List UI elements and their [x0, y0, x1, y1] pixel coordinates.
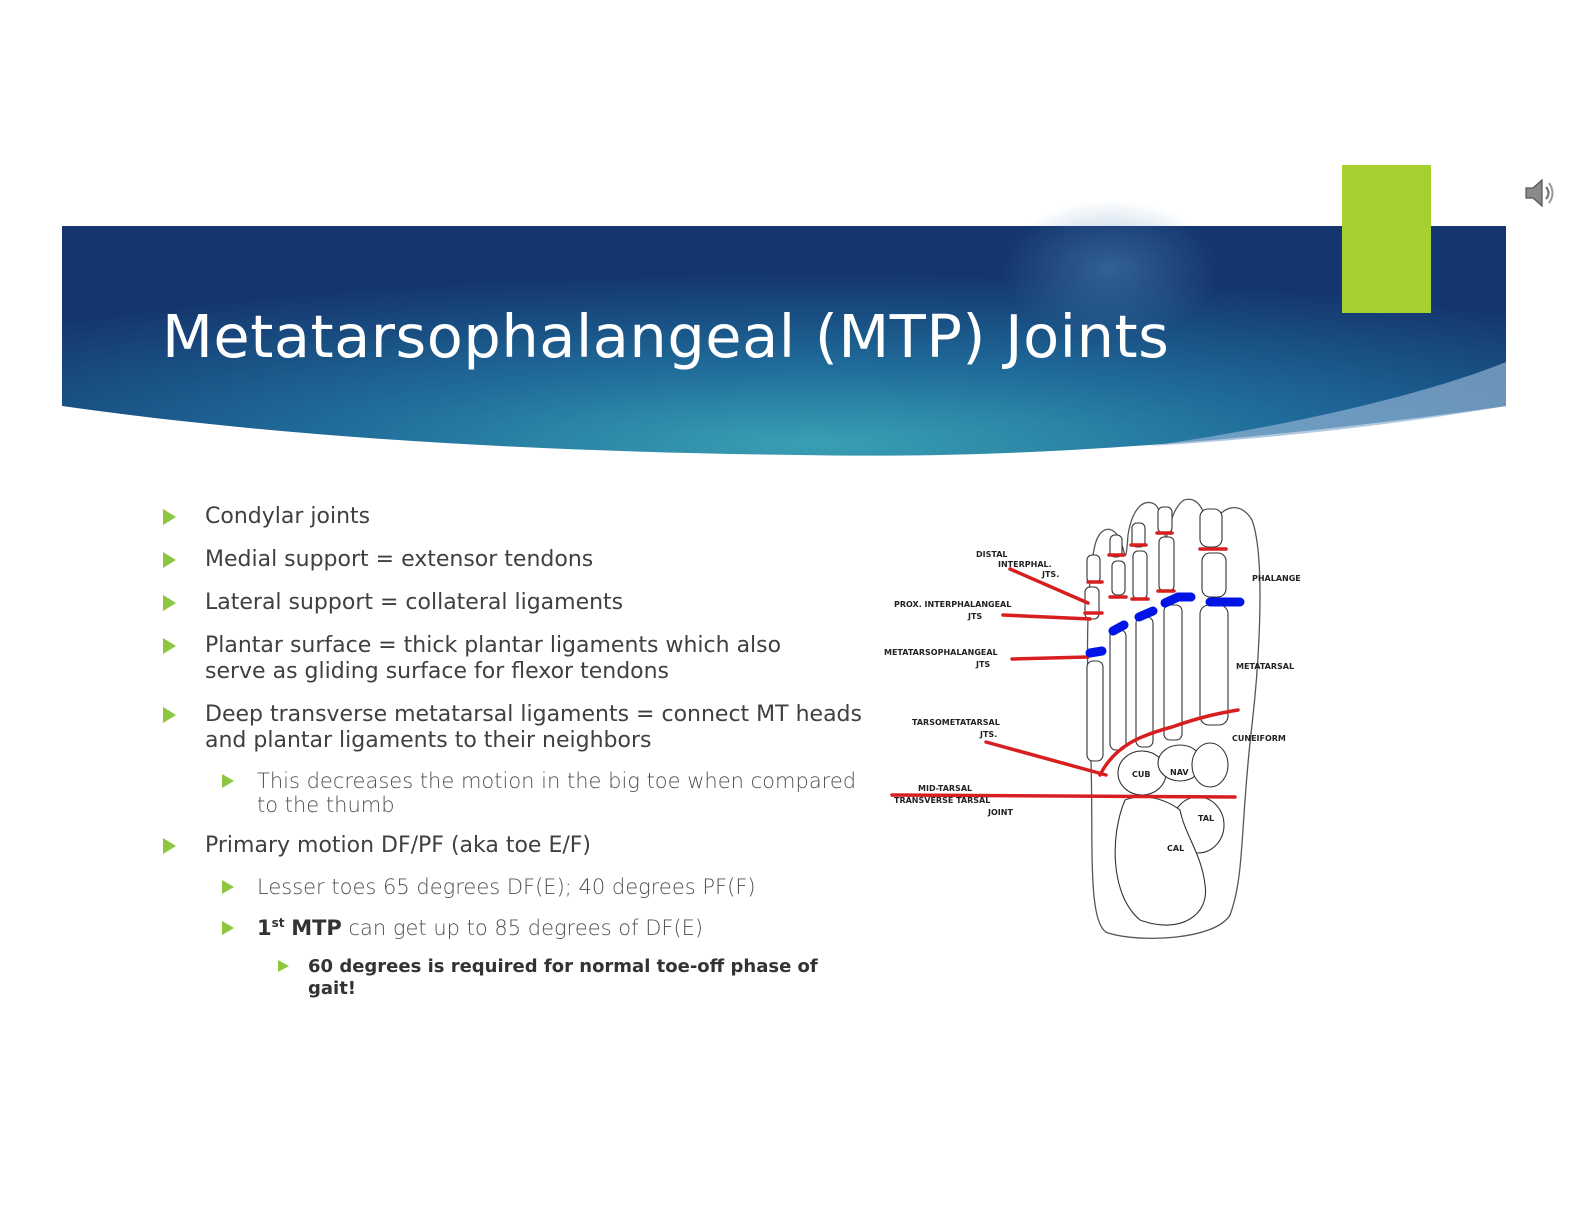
figure-label: JTS. — [1041, 570, 1059, 579]
figure-label: DISTAL — [976, 550, 1008, 559]
figure-label: TAL — [1198, 814, 1214, 823]
bullet-text: can get up to 85 degrees of DF(E) — [341, 916, 704, 940]
triangle-right-icon — [222, 774, 234, 788]
banner-glow — [1000, 200, 1220, 340]
list-item: Condylar joints — [160, 504, 860, 530]
figure-label: TRANSVERSE TARSAL — [894, 796, 990, 805]
figure-labels: DISTAL INTERPHAL. JTS. PROX. INTERPHALAN… — [884, 550, 1301, 853]
figure-label: METATARSOPHALANGEAL — [884, 648, 998, 657]
figure-label: MID-TARSAL — [918, 784, 972, 793]
bullet-text: Deep transverse metatarsal ligaments = c… — [205, 702, 862, 753]
joint-lines-red — [890, 531, 1240, 799]
figure-label: NAV — [1170, 768, 1189, 777]
figure-label: CUB — [1132, 770, 1150, 779]
figure-label: INTERPHAL. — [998, 560, 1052, 569]
bullet-text: Medial support = extensor tendons — [205, 547, 594, 572]
bullet-text: Lateral support = collateral ligaments — [205, 590, 624, 615]
list-item: 1st MTP can get up to 85 degrees of DF(E… — [160, 916, 860, 940]
bullet-list: Condylar joints Medial support = extenso… — [160, 500, 862, 1000]
list-item: Lesser toes 65 degrees DF(E); 40 degrees… — [160, 875, 860, 899]
triangle-right-icon — [163, 595, 176, 611]
figure-label: CUNEIFORM — [1232, 734, 1286, 743]
figure-label: JTS — [975, 660, 990, 669]
figure-label: JTS. — [979, 730, 997, 739]
figure-label: JOINT — [987, 808, 1013, 817]
speaker-icon[interactable] — [1523, 176, 1557, 210]
bullet-text: Plantar surface = thick plantar ligament… — [205, 633, 782, 684]
bullet-text: Lesser toes 65 degrees DF(E); 40 degrees… — [257, 875, 756, 899]
triangle-right-icon — [163, 838, 176, 854]
bullet-text: 60 degrees is required for normal toe-of… — [308, 956, 818, 999]
bullet-text: Condylar joints — [205, 504, 371, 529]
mtp-joint-marks-blue — [1085, 592, 1245, 658]
list-item: Medial support = extensor tendons — [160, 547, 860, 573]
bullet-text: This decreases the motion in the big toe… — [257, 769, 857, 817]
list-item: Plantar surface = thick plantar ligament… — [160, 633, 845, 685]
banner-swoosh — [1150, 362, 1506, 446]
list-item: Lateral support = collateral ligaments — [160, 590, 860, 616]
bullet-text: Primary motion DF/PF (aka toe E/F) — [205, 833, 592, 858]
list-item: 60 degrees is required for normal toe-of… — [160, 956, 860, 1000]
figure-label: TARSOMETATARSAL — [912, 718, 1000, 727]
list-item: Primary motion DF/PF (aka toe E/F) — [160, 833, 860, 859]
triangle-right-icon — [222, 880, 234, 894]
ordinal-suffix: st — [271, 916, 285, 930]
foot-skeleton-figure: DISTAL INTERPHAL. JTS. PROX. INTERPHALAN… — [884, 498, 1301, 939]
accent-block — [1342, 165, 1431, 313]
triangle-right-icon — [222, 921, 234, 935]
ordinal-number: 1 — [257, 916, 272, 940]
list-item: Deep transverse metatarsal ligaments = c… — [160, 702, 885, 754]
figure-label: PROX. INTERPHALANGEAL — [894, 600, 1011, 609]
figure-label: METATARSAL — [1236, 662, 1294, 671]
triangle-right-icon — [278, 960, 289, 972]
figure-label: PHALANGE — [1252, 574, 1301, 583]
slide-title: Metatarsophalangeal (MTP) Joints — [162, 302, 1170, 371]
figure-label: JTS — [967, 612, 982, 621]
mtp-term: MTP — [291, 916, 342, 940]
triangle-right-icon — [163, 638, 176, 654]
list-item: This decreases the motion in the big toe… — [160, 769, 867, 817]
triangle-right-icon — [163, 552, 176, 568]
header-banner — [62, 200, 1506, 456]
triangle-right-icon — [163, 509, 176, 525]
figure-label: CAL — [1167, 844, 1184, 853]
triangle-right-icon — [163, 707, 176, 723]
